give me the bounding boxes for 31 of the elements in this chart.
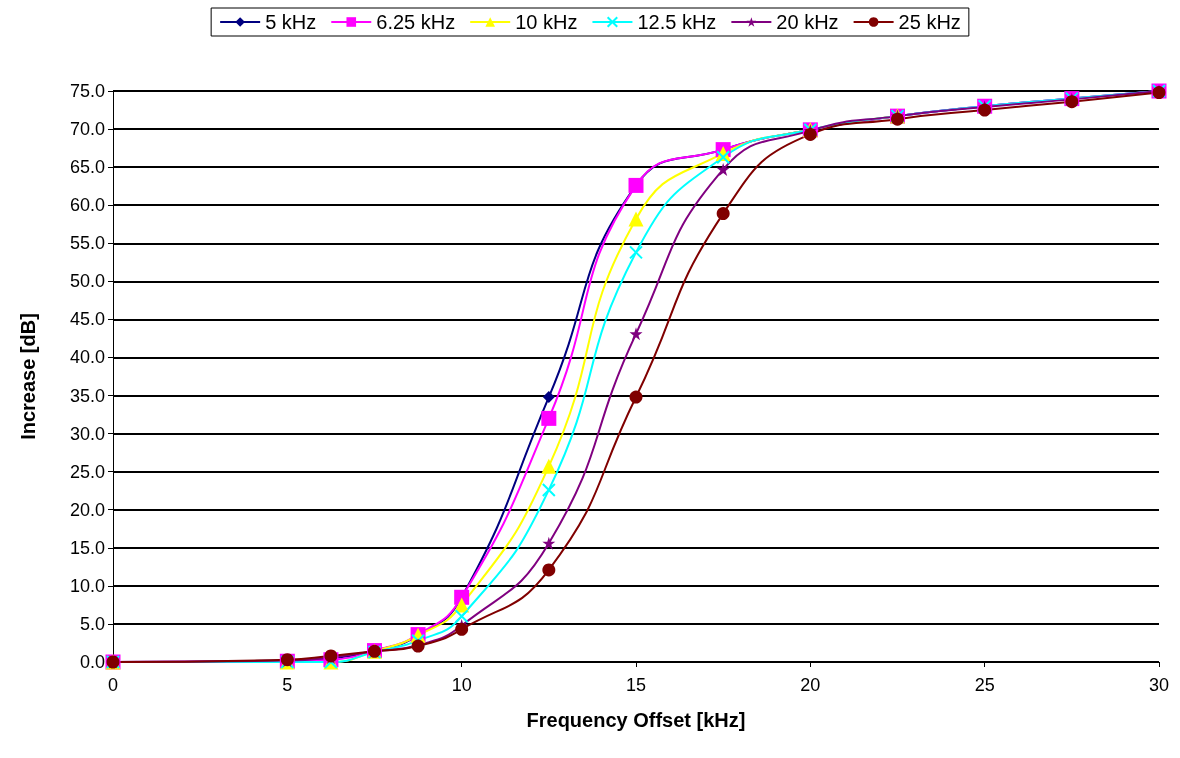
- legend-label: 20 kHz: [776, 11, 839, 33]
- x-tick-label: 20: [800, 675, 821, 695]
- legend-label: 10 kHz: [515, 11, 578, 33]
- y-tick-label: 15.0: [69, 537, 105, 558]
- y-tick-label: 75.0: [69, 81, 105, 101]
- x-tick-label: 0: [107, 675, 119, 695]
- y-tick-label: 25.0: [69, 461, 105, 482]
- y-tick-label: 55.0: [69, 233, 105, 254]
- y-tick-label: 40.0: [69, 347, 105, 368]
- y-tick-label: 60.0: [69, 195, 105, 216]
- y-tick-label: 20.0: [69, 499, 105, 520]
- y-axis-title: Increase [dB]: [17, 313, 39, 440]
- legend-label: 25 kHz: [898, 11, 961, 33]
- y-tick-label: 70.0: [69, 119, 105, 140]
- x-tick-label: 25: [974, 675, 995, 695]
- y-tick-label: 35.0: [69, 385, 105, 406]
- x-tick-label: 15: [625, 675, 647, 695]
- y-tick-label: 65.0: [69, 157, 105, 178]
- y-tick-label: 50.0: [69, 271, 105, 292]
- y-tick-label: 10.0: [69, 575, 105, 596]
- y-tick-label: 5.0: [79, 613, 105, 634]
- legend-label: 5 kHz: [265, 11, 317, 33]
- x-tick-label: 5: [282, 675, 293, 695]
- x-axis-title: Frequency Offset [kHz]: [526, 709, 746, 731]
- x-tick-label: 10: [451, 675, 472, 695]
- legend-label: 6.25 kHz: [376, 11, 456, 33]
- legend-label: 12.5 kHz: [637, 11, 717, 33]
- y-tick-label: 45.0: [69, 309, 105, 330]
- y-tick-label: 30.0: [69, 423, 105, 444]
- x-tick-label: 30: [1148, 675, 1170, 695]
- y-tick-label: 0.0: [79, 652, 105, 672]
